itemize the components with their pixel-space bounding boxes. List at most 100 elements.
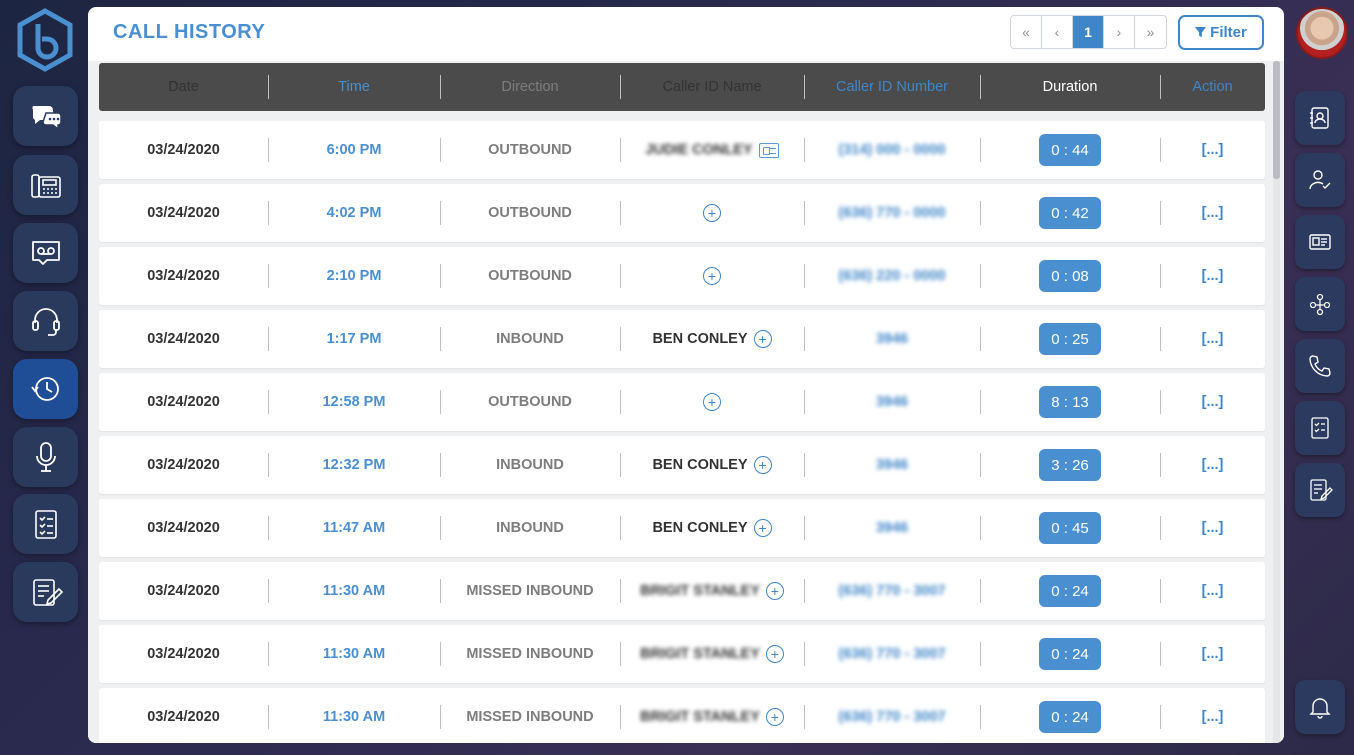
call-date: 03/24/2020 <box>147 583 220 599</box>
call-duration-cell: 0 : 25 <box>980 310 1160 368</box>
duration-badge: 8 : 13 <box>1039 386 1101 418</box>
nav-user-check-button[interactable] <box>1295 153 1345 207</box>
nav-chat-button[interactable] <box>13 86 78 146</box>
column-header-caller-id-number[interactable]: Caller ID Number <box>804 63 980 111</box>
caller-id-number[interactable]: 3946 <box>875 331 909 347</box>
call-date: 03/24/2020 <box>147 394 220 410</box>
caller-id-number[interactable]: (636) 770 - 0000 <box>838 205 946 221</box>
add-contact-icon[interactable]: + <box>703 393 721 411</box>
filter-label: Filter <box>1210 24 1247 41</box>
add-contact-icon[interactable]: + <box>703 267 721 285</box>
add-contact-icon[interactable]: + <box>765 645 784 663</box>
table-row[interactable]: 03/24/2020 4:02 PM OUTBOUND + (636) 770 - 00… <box>99 184 1265 242</box>
call-time: 11:30 AM <box>268 562 440 620</box>
last-page-button[interactable]: » <box>1135 16 1166 48</box>
column-header-caller-id-name[interactable]: Caller ID Name <box>620 63 804 111</box>
user-avatar[interactable] <box>1296 7 1348 59</box>
duration-badge: 0 : 24 <box>1039 575 1101 607</box>
table-scrollbar[interactable] <box>1273 61 1280 743</box>
caller-id-name: BRIGIT STANLEY <box>640 709 760 725</box>
caller-id-name: JUDIE CONLEY <box>645 142 753 158</box>
caller-id-number[interactable]: 3946 <box>875 457 909 473</box>
table-row[interactable]: 03/24/2020 1:17 PM INBOUND BEN CONLEY +3946 0… <box>99 310 1265 368</box>
caller-id-number-cell: 3946 <box>804 373 980 431</box>
prev-page-button[interactable]: ‹ <box>1042 16 1073 48</box>
nav-voicemail-button[interactable] <box>13 223 78 283</box>
row-action-link[interactable]: [...] <box>1160 562 1265 620</box>
page-title: CALL HISTORY <box>113 21 266 43</box>
scrollbar-thumb[interactable] <box>1273 61 1280 179</box>
add-contact-icon[interactable]: + <box>703 204 721 222</box>
caller-id-name-cell: + <box>620 373 804 431</box>
caller-id-number[interactable]: (314) 000 - 0000 <box>838 142 946 158</box>
table-row[interactable]: 03/24/2020 2:10 PM OUTBOUND + (636) 220 - 00… <box>99 247 1265 305</box>
nav-call-history-button[interactable] <box>13 359 78 419</box>
row-action-link[interactable]: [...] <box>1160 184 1265 242</box>
row-action-link[interactable]: [...] <box>1160 688 1265 743</box>
nav-phone-button[interactable] <box>1295 339 1345 393</box>
contacts-book-icon <box>1310 107 1329 129</box>
notifications-button[interactable] <box>1295 680 1345 734</box>
contact-card-icon[interactable] <box>758 142 779 158</box>
pagination: « ‹ 1 › » <box>1010 15 1167 49</box>
add-contact-icon[interactable]: + <box>753 330 772 348</box>
add-contact-icon[interactable]: + <box>765 582 784 600</box>
caller-id-number[interactable]: 3946 <box>875 394 909 410</box>
call-duration-cell: 8 : 13 <box>980 373 1160 431</box>
voicemail-icon <box>31 241 60 265</box>
nav-headset-button[interactable] <box>13 291 78 351</box>
app-logo-icon <box>17 8 73 72</box>
nav-microphone-button[interactable] <box>13 427 78 487</box>
next-page-button[interactable]: › <box>1104 16 1135 48</box>
column-header-direction[interactable]: Direction <box>440 63 620 111</box>
duration-badge: 3 : 26 <box>1039 449 1101 481</box>
table-row[interactable]: 03/24/2020 6:00 PM OUTBOUND JUDIE CONLEY (31… <box>99 121 1265 179</box>
add-contact-icon[interactable]: + <box>765 708 784 726</box>
row-action-link[interactable]: [...] <box>1160 247 1265 305</box>
first-page-button[interactable]: « <box>1011 16 1042 48</box>
caller-id-number[interactable]: (636) 220 - 0000 <box>838 268 946 284</box>
caller-id-number[interactable]: (636) 770 - 3007 <box>838 709 946 725</box>
column-header-time[interactable]: Time <box>268 63 440 111</box>
column-header-duration[interactable]: Duration <box>980 63 1160 111</box>
caller-id-number-cell: 3946 <box>804 436 980 494</box>
nav-desk-phone-button[interactable] <box>13 155 78 215</box>
nav-id-card-button[interactable] <box>1295 215 1345 269</box>
table-row[interactable]: 03/24/2020 11:30 AM MISSED INBOUND BRIGIT S… <box>99 562 1265 620</box>
duration-badge: 0 : 45 <box>1039 512 1101 544</box>
nav-contacts-book-button[interactable] <box>1295 91 1345 145</box>
nav-checklist-button[interactable] <box>13 494 78 554</box>
headset-icon <box>31 308 60 336</box>
nav-org-chart-button[interactable] <box>1295 277 1345 331</box>
duration-badge: 0 : 42 <box>1039 197 1101 229</box>
caller-id-number[interactable]: 3946 <box>875 520 909 536</box>
call-duration-cell: 0 : 24 <box>980 625 1160 683</box>
call-duration-cell: 3 : 26 <box>980 436 1160 494</box>
filter-button[interactable]: Filter <box>1178 15 1264 50</box>
add-contact-icon[interactable]: + <box>753 519 772 537</box>
table-header: Date Time Direction Caller ID Name Calle… <box>99 63 1265 111</box>
row-action-link[interactable]: [...] <box>1160 310 1265 368</box>
table-row[interactable]: 03/24/2020 12:32 PM INBOUND BEN CONLEY +3946… <box>99 436 1265 494</box>
phone-icon <box>1309 355 1331 377</box>
column-header-date[interactable]: Date <box>168 79 199 95</box>
caller-id-number[interactable]: (636) 770 - 3007 <box>838 583 946 599</box>
row-action-link[interactable]: [...] <box>1160 625 1265 683</box>
call-date: 03/24/2020 <box>147 709 220 725</box>
table-row[interactable]: 03/24/2020 11:30 AM MISSED INBOUND BRIGIT S… <box>99 625 1265 683</box>
caller-id-number[interactable]: (636) 770 - 3007 <box>838 646 946 662</box>
row-action-link[interactable]: [...] <box>1160 373 1265 431</box>
table-row[interactable]: 03/24/2020 11:30 AM MISSED INBOUND BRIGIT S… <box>99 688 1265 743</box>
row-action-link[interactable]: [...] <box>1160 436 1265 494</box>
nav-edit-notes-button[interactable] <box>1295 463 1345 517</box>
row-action-link[interactable]: [...] <box>1160 121 1265 179</box>
current-page-button[interactable]: 1 <box>1073 16 1104 48</box>
table-row[interactable]: 03/24/2020 11:47 AM INBOUND BEN CONLEY +3946… <box>99 499 1265 557</box>
call-date: 03/24/2020 <box>147 268 220 284</box>
nav-clipboard-check-button[interactable] <box>1295 401 1345 455</box>
row-action-link[interactable]: [...] <box>1160 499 1265 557</box>
add-contact-icon[interactable]: + <box>753 456 772 474</box>
table-row[interactable]: 03/24/2020 12:58 PM OUTBOUND +3946 8 : 13 [..… <box>99 373 1265 431</box>
edit-notes-icon <box>1310 479 1333 501</box>
nav-notes-button[interactable] <box>13 562 78 622</box>
